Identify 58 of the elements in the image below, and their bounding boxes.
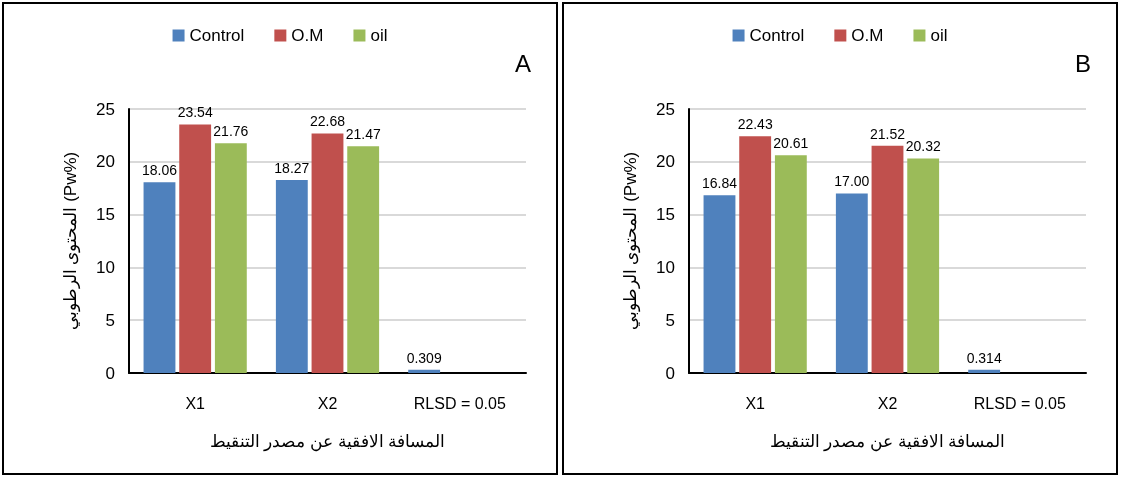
bar: [703, 195, 736, 373]
chart-title: B: [1074, 49, 1092, 77]
x-axis-title: المسافة الافقية عن مصدر التنقيط: [769, 432, 1006, 452]
legend-label: O.M: [851, 26, 884, 45]
bar: [871, 145, 904, 373]
data-label: 22.68: [309, 113, 346, 130]
data-label: 23.54: [177, 104, 213, 121]
data-label: 21.76: [213, 123, 249, 140]
bar: [774, 155, 807, 373]
y-tick-label: 15: [656, 205, 675, 225]
bar: [968, 369, 1001, 373]
y-tick-label: 20: [656, 152, 675, 172]
bar: [907, 158, 940, 373]
x-tick-label: X2: [877, 394, 898, 412]
y-axis-title: المحتوى الرطوبي (Pw%): [621, 151, 641, 331]
y-tick-label: 15: [96, 205, 115, 225]
legend-label: Control: [749, 26, 805, 45]
y-tick-label: 10: [656, 257, 675, 277]
data-label: 22.43: [737, 116, 773, 133]
legend-label: Control: [189, 26, 245, 45]
chart-title: A: [514, 49, 532, 77]
y-tick-label: 10: [96, 257, 115, 277]
legend-label: O.M: [291, 26, 324, 45]
bar: [214, 143, 247, 373]
x-tick-label: X1: [185, 394, 206, 412]
x-tick-label: RLSD = 0.05: [413, 394, 506, 412]
y-tick-label: 25: [656, 99, 675, 119]
y-tick-label: 0: [665, 363, 675, 383]
y-tick-label: 0: [105, 363, 115, 383]
legend-label: oil: [370, 26, 388, 45]
x-tick-label: RLSD = 0.05: [973, 394, 1066, 412]
bar: [739, 136, 772, 373]
y-tick-label: 25: [96, 99, 115, 119]
data-label: 0.309: [406, 349, 442, 366]
x-tick-label: X1: [745, 394, 766, 412]
bar: [347, 146, 380, 373]
data-label: 17.00: [834, 173, 870, 190]
legend-label: oil: [930, 26, 948, 45]
y-tick-label: 5: [665, 310, 675, 330]
data-label: 20.32: [905, 138, 941, 155]
bar: [408, 369, 441, 373]
data-label: 0.314: [966, 349, 1002, 366]
bar: [835, 193, 868, 373]
y-axis-title: المحتوى الرطوبي (Pw%): [61, 151, 81, 331]
x-axis-title: المسافة الافقية عن مصدر التنقيط: [209, 432, 446, 452]
data-label: 18.27: [274, 160, 310, 177]
data-label: 21.52: [869, 125, 906, 142]
data-label: 21.47: [345, 126, 381, 143]
y-tick-label: 5: [105, 310, 115, 330]
bar: [311, 133, 344, 373]
bar: [179, 124, 212, 373]
data-label: 18.06: [141, 162, 178, 179]
data-label: 20.61: [773, 135, 809, 152]
y-tick-label: 20: [96, 152, 115, 172]
bar: [143, 182, 176, 373]
bar: [275, 180, 308, 373]
x-tick-label: X2: [317, 394, 338, 412]
data-label: 16.84: [701, 175, 738, 192]
